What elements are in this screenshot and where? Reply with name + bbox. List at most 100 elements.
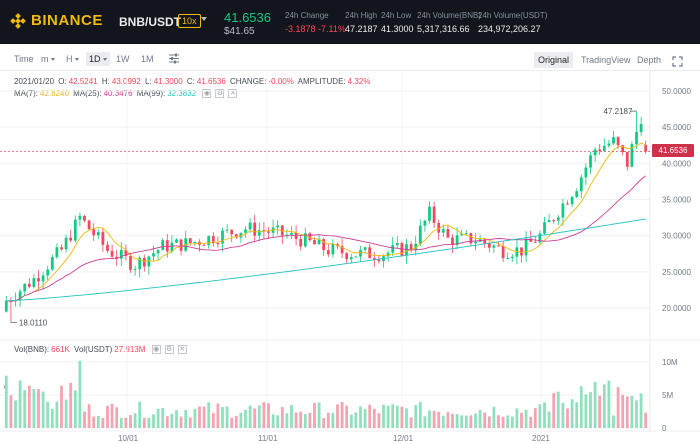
volume-bar <box>106 405 109 428</box>
candle-body <box>372 258 376 260</box>
stat-24h-change: 24h Change -3.1878 -7.11% <box>285 11 346 34</box>
pair-dropdown-icon[interactable] <box>201 17 207 21</box>
candle-body <box>501 245 505 259</box>
volume-bar <box>501 416 505 428</box>
volume-bar <box>313 402 316 428</box>
candle-body <box>423 220 427 226</box>
trading-pair[interactable]: BNB/USDT <box>119 15 181 29</box>
interval-time[interactable]: Time <box>14 54 34 64</box>
candle-body <box>230 229 234 235</box>
candle-body <box>428 206 431 221</box>
candle-body <box>161 240 165 251</box>
high-label: H: <box>101 77 110 86</box>
stat-24h-high: 24h High 47.2187 <box>345 11 378 34</box>
candle-body <box>589 155 592 168</box>
close-icon[interactable]: ✕ <box>228 89 238 99</box>
interval-minutes[interactable]: m <box>38 52 58 66</box>
view-tradingview[interactable]: TradingView <box>581 55 631 65</box>
volume-bar <box>414 405 418 428</box>
volume-bar <box>78 360 82 428</box>
interval-1w[interactable]: 1W <box>116 54 130 64</box>
last-price: 41.6536 <box>224 10 271 25</box>
volume-bar <box>115 407 119 428</box>
volume-bar <box>377 413 381 428</box>
interval-1m[interactable]: 1M <box>141 54 154 64</box>
interval-hours[interactable]: H <box>63 52 82 66</box>
volume-bar <box>294 412 298 428</box>
candle-body <box>294 232 298 239</box>
settings-icon[interactable]: ⚙ <box>215 89 225 99</box>
fullscreen-icon[interactable] <box>672 54 683 72</box>
volume-bar <box>161 408 165 428</box>
candle-body <box>326 250 330 255</box>
volume-bar <box>147 417 151 428</box>
volume-bar <box>110 403 114 428</box>
stat-label: 24h Low <box>381 11 412 20</box>
volume-bar <box>469 415 473 428</box>
volume-bar <box>584 394 588 428</box>
candle-body <box>101 232 105 245</box>
time-tick-label: 10/01 <box>118 434 139 443</box>
volume-bar <box>14 400 17 428</box>
candle-body <box>520 247 523 256</box>
candle-body <box>575 191 579 198</box>
candle-body <box>579 177 583 192</box>
eye-icon[interactable]: ◉ <box>151 345 161 355</box>
volume-bar <box>96 415 100 428</box>
interval-label: m <box>41 54 49 64</box>
candle-body <box>487 243 491 248</box>
volume-bar <box>119 417 123 428</box>
indicator-settings-icon[interactable] <box>165 51 183 68</box>
low-value: 41.3000 <box>153 77 183 86</box>
candle-body <box>64 237 68 250</box>
candle-body <box>110 250 114 257</box>
volume-bar <box>37 389 40 428</box>
view-depth[interactable]: Depth <box>637 55 662 65</box>
volume-bar <box>124 417 128 428</box>
volume-bar <box>635 400 638 428</box>
last-price-usd: $41.65 <box>224 26 255 37</box>
settings-icon[interactable]: ⚙ <box>164 345 174 355</box>
eye-icon[interactable]: ◉ <box>202 89 212 99</box>
candle-body <box>566 203 569 205</box>
volume-bar <box>221 407 224 428</box>
stat-value: 41.3000 <box>381 24 414 34</box>
volume-bar <box>382 404 385 428</box>
close-label: C: <box>186 77 195 86</box>
candle-body <box>612 137 615 144</box>
volume-bar <box>216 403 220 428</box>
view-original[interactable]: Original <box>534 52 574 68</box>
binance-logo[interactable]: BINANCE <box>10 12 103 29</box>
candle-body <box>469 233 473 244</box>
price-tick-label: 25.0000 <box>662 268 691 277</box>
volume-bar <box>207 402 211 428</box>
volume-bar <box>474 413 477 428</box>
chart-toolbar: Time m H 1D 1W 1M <box>0 48 700 70</box>
candle-body <box>377 259 381 262</box>
amplitude-label: AMPLITUDE: <box>297 77 346 86</box>
price-tick-label: 50.0000 <box>662 87 691 96</box>
candle-body <box>345 253 349 260</box>
candle-body <box>349 257 353 260</box>
candle-body <box>644 145 648 152</box>
low-label: L: <box>145 77 152 86</box>
change-label: CHANGE: <box>230 77 267 86</box>
volume-bar <box>41 391 45 428</box>
candle-body <box>221 230 224 244</box>
vol-bnb-label: Vol(BNB): <box>14 345 50 354</box>
candle-body <box>147 256 151 267</box>
ma7-line <box>6 142 646 302</box>
volume-bar <box>92 416 96 428</box>
close-value: 41.6536 <box>196 77 226 86</box>
volume-bar <box>50 408 54 428</box>
close-icon[interactable]: ✕ <box>177 345 187 355</box>
volume-bar <box>340 401 344 428</box>
volume-bar <box>418 401 422 428</box>
volume-bar <box>170 413 174 428</box>
candle-body <box>625 152 629 167</box>
volume-bar <box>46 401 50 428</box>
candle-body <box>69 237 73 241</box>
ma25-line <box>6 175 646 302</box>
interval-1d[interactable]: 1D <box>86 52 110 66</box>
